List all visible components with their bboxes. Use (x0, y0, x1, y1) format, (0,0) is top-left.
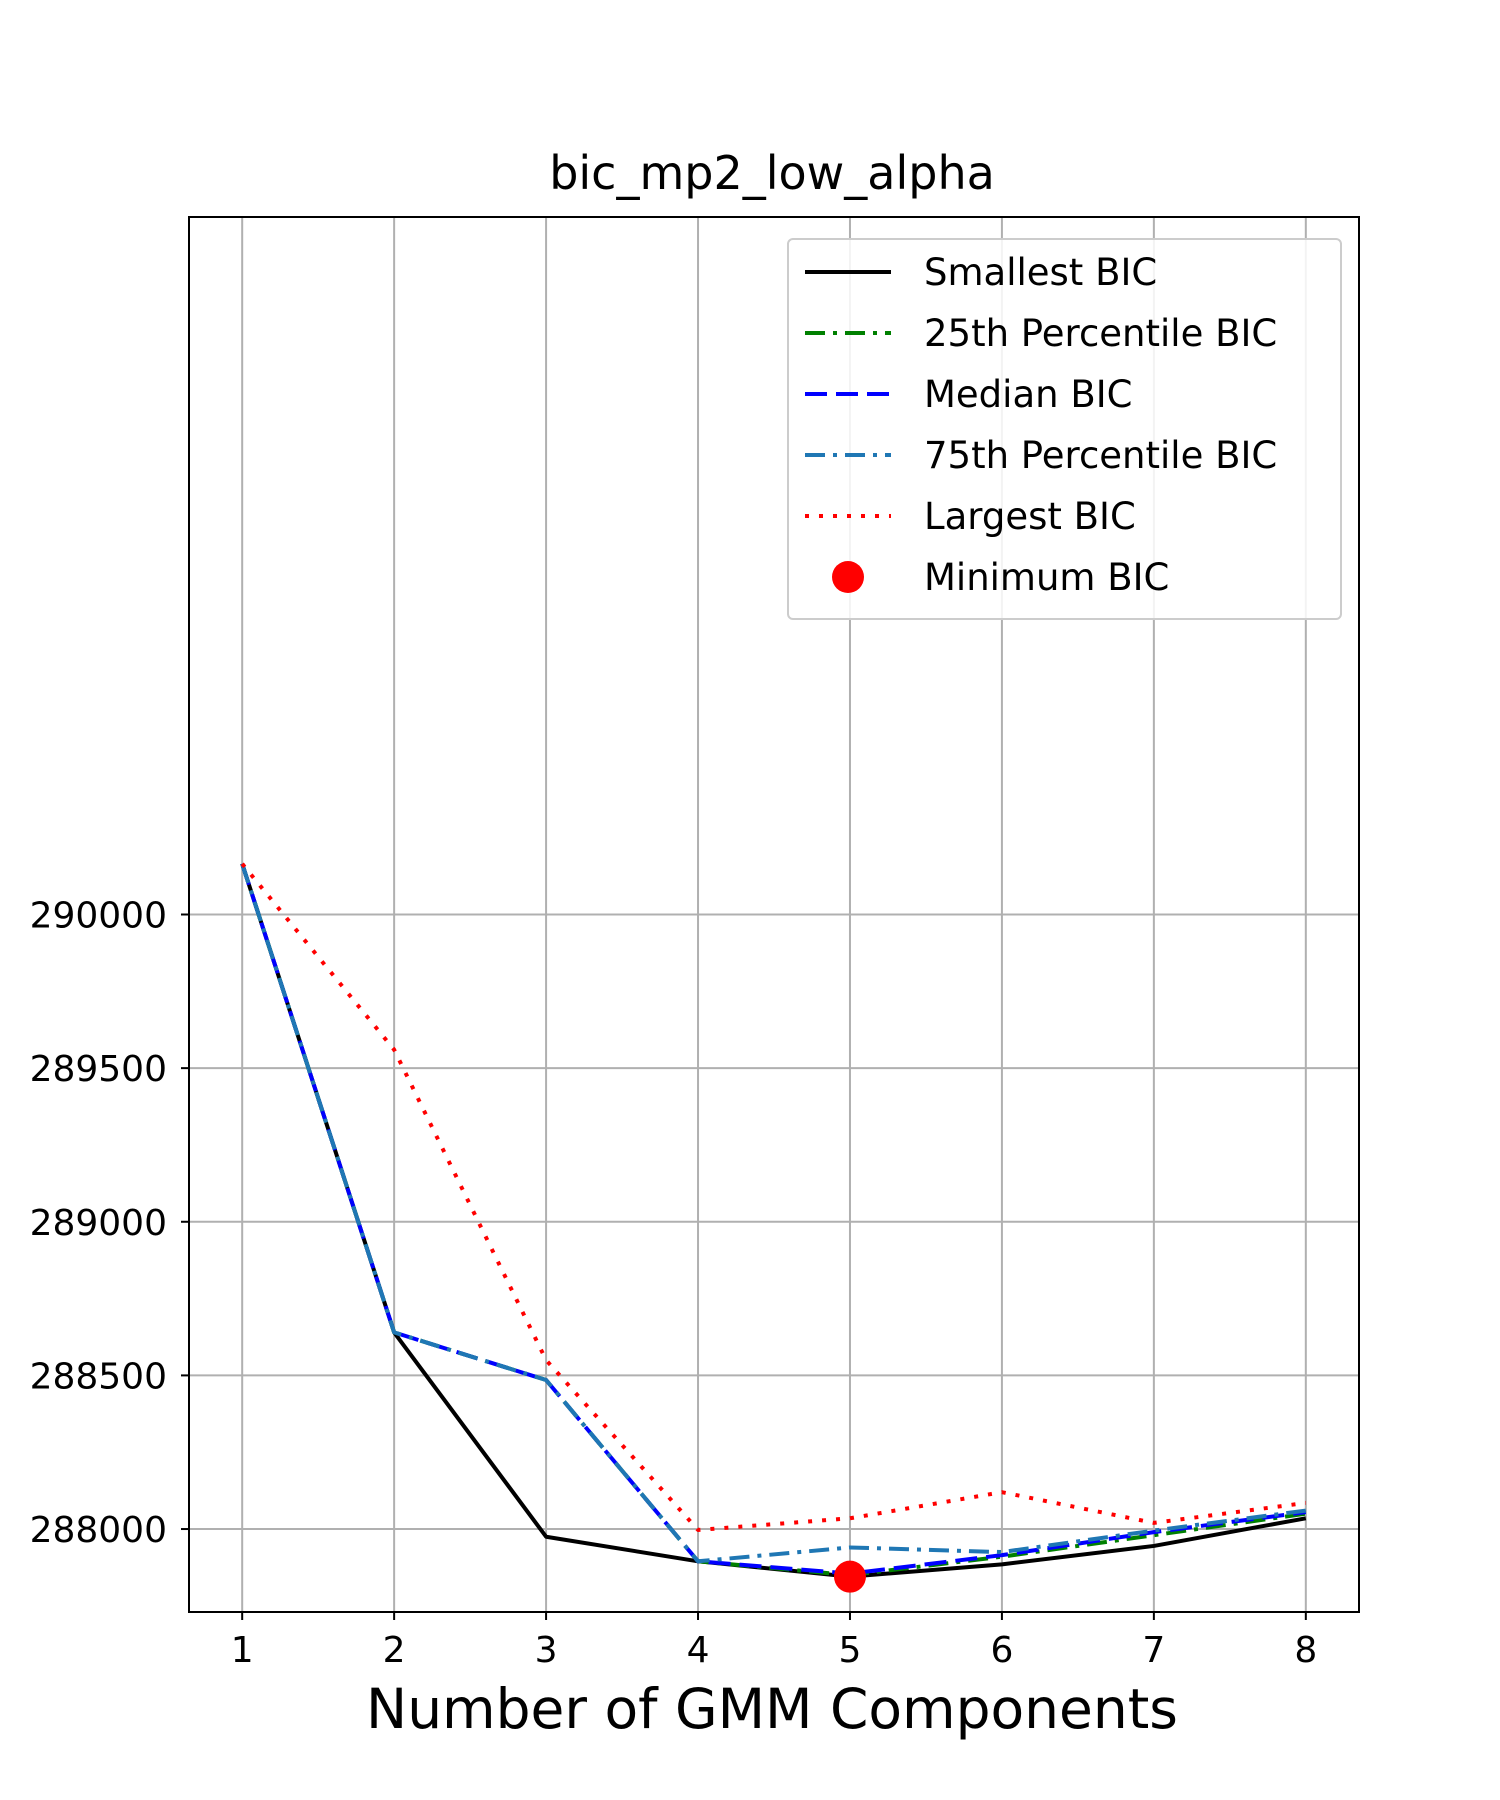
chart-title: bic_mp2_low_alpha (549, 146, 995, 200)
y-tick-label: 289000 (30, 1203, 167, 1244)
legend-label: Smallest BIC (924, 251, 1157, 294)
series-line (240, 862, 1307, 1532)
series-lines (240, 862, 1307, 1579)
x-tick-label: 7 (1142, 1630, 1165, 1671)
series-line (240, 863, 1307, 1564)
y-tick-label: 288500 (30, 1356, 167, 1397)
legend-box (787, 238, 1342, 620)
y-tick-label: 288000 (30, 1510, 167, 1551)
legend-label: Minimum BIC (924, 556, 1169, 599)
axis-ticks: 1 2 3 4 5 6 7 8 288000 288500 289000 289500 290000 (30, 896, 1318, 1672)
minimum-bic-marker (833, 1560, 866, 1593)
legend-label: Largest BIC (924, 495, 1136, 538)
x-tick-label: 1 (231, 1630, 254, 1671)
x-tick-label: 2 (383, 1630, 406, 1671)
minimum-marker-group (833, 1560, 866, 1593)
x-tick-label: 8 (1294, 1630, 1317, 1671)
legend-swatch (832, 561, 864, 593)
legend-label: 75th Percentile BIC (924, 434, 1277, 477)
y-tick-label: 290000 (30, 896, 167, 937)
y-tick-label: 289500 (30, 1049, 167, 1090)
x-tick-label: 5 (839, 1630, 862, 1671)
legend-label: Median BIC (924, 373, 1132, 416)
x-axis-label: Number of GMM Components (366, 1677, 1178, 1741)
x-tick-label: 6 (990, 1630, 1013, 1671)
x-tick-label: 3 (535, 1630, 558, 1671)
x-tick-label: 4 (687, 1630, 710, 1671)
legend-label: 25th Percentile BIC (924, 312, 1277, 355)
legend: Smallest BIC 25th Percentile BIC Median BI… (787, 238, 1342, 620)
